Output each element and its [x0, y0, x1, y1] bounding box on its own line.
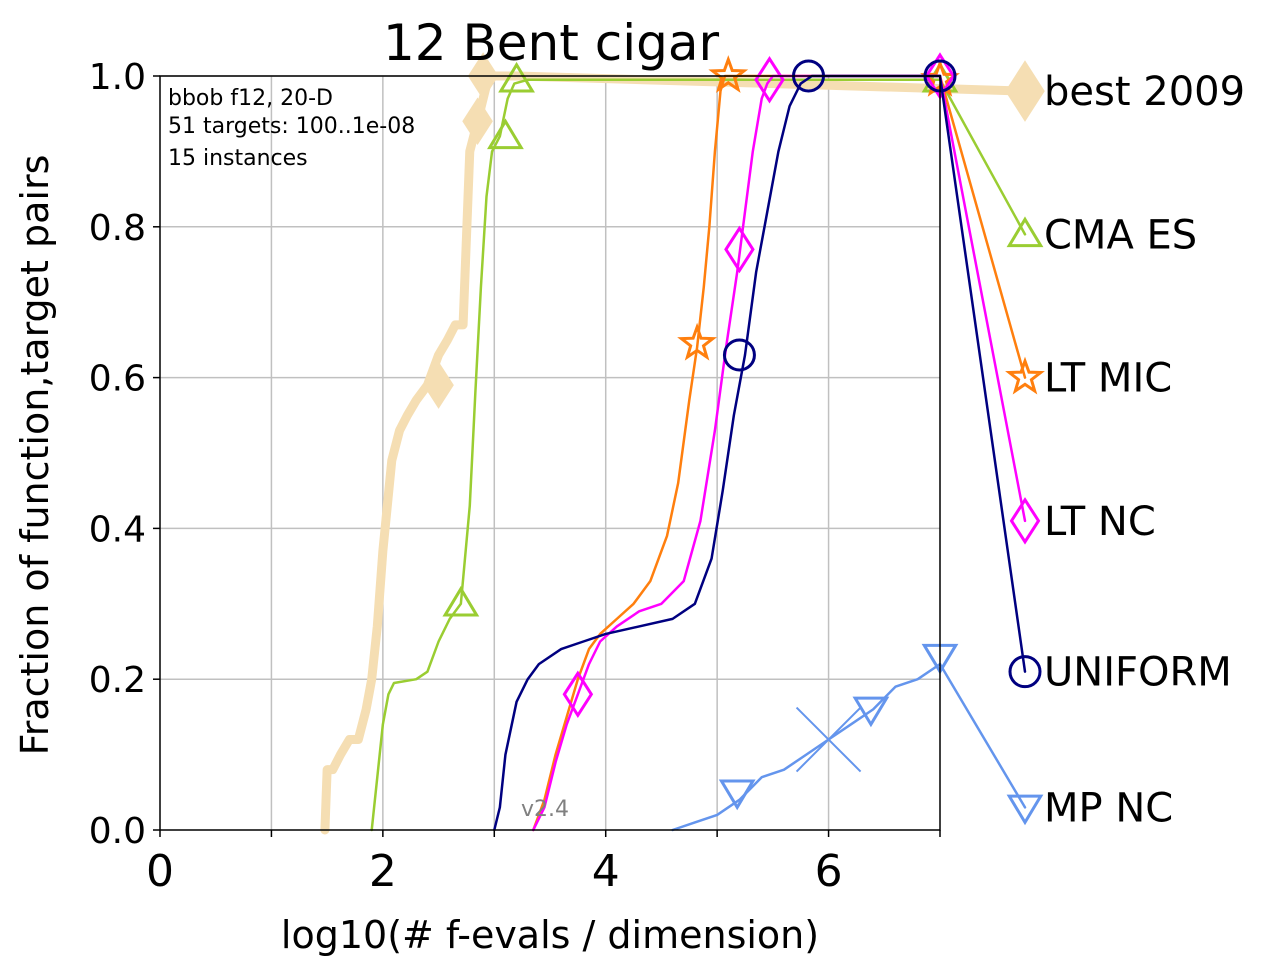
series-line	[671, 662, 942, 832]
series-legend-connector	[938, 78, 1027, 236]
series-line	[532, 74, 942, 832]
series-marker	[724, 225, 755, 274]
series-mp-nc	[671, 643, 1027, 832]
y-tick-label: 0.2	[89, 660, 146, 701]
series-marker	[718, 779, 756, 811]
series-legend-connector	[938, 74, 1027, 379]
plot-frame	[159, 75, 941, 831]
legend-entry: UNIFORM	[1008, 650, 1232, 696]
legend-entry: LT NC	[1009, 497, 1156, 545]
series-marker	[423, 361, 454, 409]
y-tick-label: 0.4	[89, 509, 146, 550]
legend-entry: LT MIC	[1005, 356, 1172, 402]
legend-label: LT MIC	[1044, 356, 1172, 402]
x-axis-label: log10(# f-evals / dimension)	[281, 913, 819, 957]
axis-ticks: 0 2 4 6 0.0 0.2 0.4 0.6 0.8 1.0	[89, 57, 941, 897]
legend-label: CMA ES	[1044, 212, 1197, 258]
series-marker	[462, 97, 493, 146]
x-tick-label: 6	[815, 846, 843, 897]
legend-entry: best 2009	[1005, 60, 1245, 122]
series-cma-es	[370, 61, 1027, 832]
legend-label: LT NC	[1044, 499, 1156, 545]
legend-marker	[1005, 60, 1045, 122]
series-marker	[754, 55, 785, 104]
series-lt-mic	[532, 55, 1027, 832]
series-marker	[498, 61, 535, 93]
legend-label: MP NC	[1044, 785, 1173, 831]
info-line-2: 51 targets: 100..1e-08	[168, 114, 415, 139]
legend-marker	[1008, 655, 1042, 689]
grid-lines	[160, 75, 940, 830]
series-legend-connector	[938, 74, 1027, 673]
series-uniform	[493, 59, 1027, 832]
y-tick-label: 0.6	[89, 359, 146, 400]
series-legend-connector	[938, 662, 1027, 809]
series-line	[370, 78, 942, 832]
info-box: bbob f12, 20-D 51 targets: 100..1e-08 15…	[168, 86, 415, 171]
series-marker	[708, 55, 749, 93]
legend-entry: MP NC	[1006, 785, 1173, 831]
series-layer	[320, 52, 1030, 835]
legend-marker	[1006, 216, 1044, 248]
legend-entry: CMA ES	[1006, 212, 1197, 258]
legend-marker	[1005, 356, 1045, 395]
series-best-2009	[320, 52, 1030, 835]
legend-label: best 2009	[1044, 69, 1245, 115]
series-line	[532, 74, 942, 832]
legend-marker	[1009, 497, 1041, 545]
y-tick-label: 0.8	[89, 208, 146, 249]
series-marker	[677, 322, 717, 361]
series-marker	[562, 670, 594, 719]
chart-title: 12 Bent cigar	[383, 14, 720, 72]
y-tick-label: 1.0	[89, 57, 146, 98]
series-line	[493, 74, 942, 832]
y-tick-label: 0.0	[89, 811, 146, 852]
info-line-3: 15 instances	[168, 146, 308, 171]
series-marker	[487, 118, 524, 150]
x-tick-label: 0	[146, 846, 174, 897]
version-label: v2.4	[521, 797, 569, 822]
legend-label: UNIFORM	[1044, 650, 1232, 696]
legend-marker	[1006, 794, 1044, 826]
series-lt-nc	[532, 52, 1027, 832]
series-legend-connector	[938, 74, 1027, 523]
series-marker	[852, 696, 890, 728]
info-line-1: bbob f12, 20-D	[168, 86, 333, 111]
series-marker	[722, 338, 756, 372]
series-marker	[442, 585, 480, 617]
y-axis-label: Fraction of function,target pairs	[13, 155, 57, 756]
x-tick-label: 4	[592, 846, 620, 897]
series-cross-marker	[795, 706, 862, 773]
legend: best 2009 CMA ES LT MIC LT NC UNIFORM MP NC	[1005, 60, 1245, 831]
x-tick-label: 2	[369, 846, 397, 897]
